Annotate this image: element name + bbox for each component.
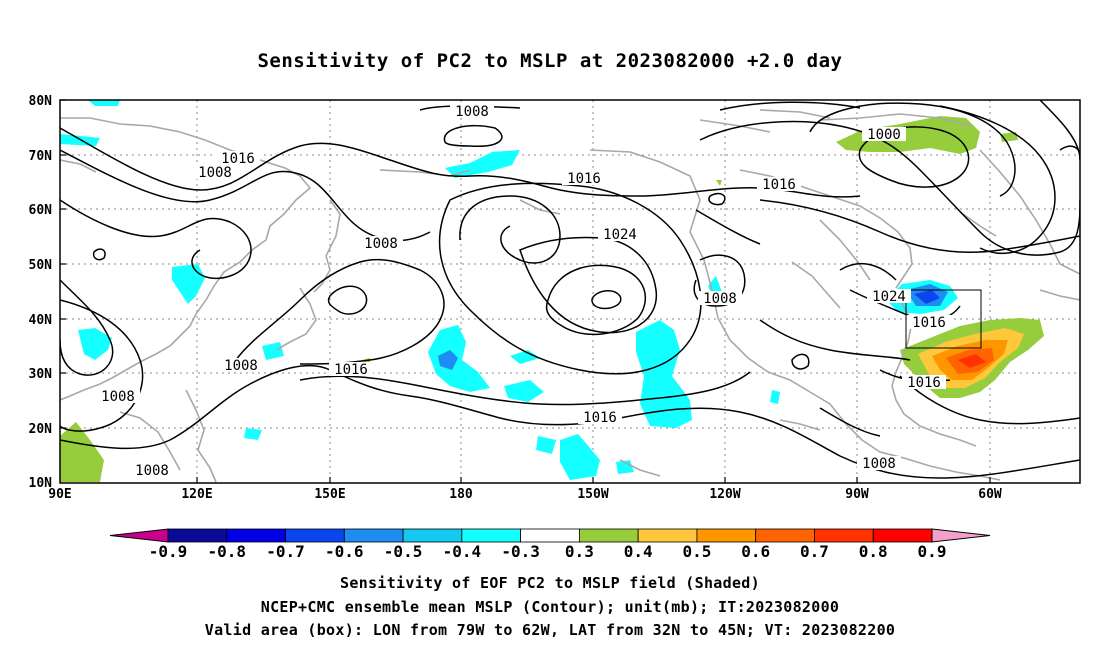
lat-label: 20N bbox=[29, 422, 53, 437]
colorbar-tick-label: -0.6 bbox=[325, 542, 364, 561]
contour-label: 1024 bbox=[872, 289, 906, 305]
colorbar-swatch bbox=[637, 528, 698, 543]
contour-label: 1016 bbox=[912, 315, 946, 331]
map-title: Sensitivity of PC2 to MSLP at 2023082000… bbox=[257, 50, 843, 72]
contour-label: 1008 bbox=[101, 389, 135, 405]
lon-label: 90E bbox=[48, 487, 71, 502]
colorbar-low-arrow bbox=[109, 528, 169, 543]
contour-label: 1016 bbox=[221, 151, 255, 167]
colorbar-tick-label: -0.4 bbox=[443, 542, 482, 561]
caption-shading: Sensitivity of EOF PC2 to MSLP field (Sh… bbox=[340, 574, 760, 592]
colorbar-swatch bbox=[520, 528, 580, 543]
contour-label: 1016 bbox=[567, 171, 601, 187]
colorbar-tick-label: -0.8 bbox=[208, 542, 247, 561]
colorbar-swatch bbox=[755, 528, 815, 543]
colorbar-swatch bbox=[814, 528, 874, 543]
colorbar-swatch bbox=[343, 528, 404, 543]
contour-label: 1016 bbox=[583, 410, 617, 426]
colorbar-swatch bbox=[696, 528, 757, 543]
colorbar-swatch bbox=[578, 528, 639, 543]
colorbar bbox=[109, 528, 991, 543]
caption-valid-area: Valid area (box): LON from 79W to 62W, L… bbox=[204, 621, 896, 639]
contour-label: 1008 bbox=[198, 165, 232, 181]
lon-label: 150W bbox=[577, 487, 608, 502]
lon-label: 150E bbox=[314, 487, 345, 502]
colorbar-high-arrow bbox=[931, 528, 991, 543]
lat-label: 60N bbox=[29, 203, 53, 218]
lat-label: 50N bbox=[29, 258, 53, 273]
contour-label: 1016 bbox=[907, 375, 941, 391]
colorbar-swatch bbox=[285, 528, 345, 543]
positive-sensitivity-shading bbox=[60, 116, 1044, 482]
lat-label: 80N bbox=[29, 94, 53, 109]
graticule bbox=[60, 100, 1080, 483]
negative-sensitivity-shading bbox=[60, 100, 958, 480]
colorbar-tick-label: -0.7 bbox=[266, 542, 305, 561]
colorbar-swatch bbox=[226, 528, 286, 543]
latitude-labels: 80N 70N 60N 50N 40N 30N 20N 10N bbox=[29, 94, 53, 491]
lon-label: 120W bbox=[709, 487, 740, 502]
colorbar-tick-label: -0.5 bbox=[384, 542, 423, 561]
contour-label: 1024 bbox=[603, 227, 637, 243]
colorbar-tick-label: 0.6 bbox=[741, 542, 770, 561]
contour-label: 1008 bbox=[135, 463, 169, 479]
colorbar-tick-label: 0.7 bbox=[800, 542, 829, 561]
lon-label: 60W bbox=[978, 487, 1002, 502]
lon-label: 120E bbox=[181, 487, 212, 502]
colorbar-tick-label: 0.3 bbox=[565, 542, 594, 561]
colorbar-labels: -0.9 -0.8 -0.7 -0.6 -0.5 -0.4 -0.3 0.3 0.4 0.5 0.6… bbox=[149, 542, 947, 561]
lon-label: 180 bbox=[449, 487, 473, 502]
contour-label: 1016 bbox=[762, 177, 796, 193]
colorbar-tick-label: 0.5 bbox=[682, 542, 711, 561]
caption-contour: NCEP+CMC ensemble mean MSLP (Contour); u… bbox=[260, 598, 840, 616]
contour-label: 1008 bbox=[364, 236, 398, 252]
colorbar-swatch bbox=[461, 528, 522, 543]
contour-label: 1008 bbox=[703, 291, 737, 307]
colorbar-tick-label: -0.3 bbox=[501, 542, 540, 561]
contour-label: 1008 bbox=[224, 358, 258, 374]
contour-label: 1008 bbox=[862, 456, 896, 472]
contour-label: 1008 bbox=[455, 104, 489, 120]
lat-label: 40N bbox=[29, 313, 53, 328]
valid-area-box bbox=[905, 289, 982, 349]
longitude-labels: 90E 120E 150E 180 150W 120W 90W 60W bbox=[48, 487, 1002, 502]
contour-labels: 1008 1016 1008 1016 1024 1016 1000 1008 … bbox=[96, 104, 951, 479]
lat-label: 70N bbox=[29, 149, 53, 164]
colorbar-tick-label: -0.9 bbox=[149, 542, 188, 561]
lat-label: 30N bbox=[29, 367, 53, 382]
ticks bbox=[60, 99, 991, 483]
colorbar-tick-label: 0.9 bbox=[918, 542, 947, 561]
colorbar-swatch bbox=[167, 528, 228, 543]
lat-label: 10N bbox=[29, 476, 53, 491]
lon-label: 90W bbox=[845, 487, 869, 502]
colorbar-tick-label: 0.4 bbox=[624, 542, 653, 561]
contour-label: 1016 bbox=[334, 362, 368, 378]
contour-label: 1000 bbox=[867, 127, 901, 143]
colorbar-swatch bbox=[402, 528, 463, 543]
map-frame bbox=[59, 99, 1081, 484]
colorbar-swatch bbox=[872, 528, 933, 543]
colorbar-tick-label: 0.8 bbox=[859, 542, 888, 561]
